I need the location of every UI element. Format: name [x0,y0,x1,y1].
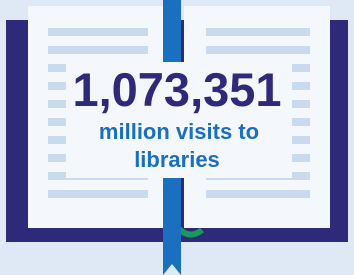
stat-label: million visits to [99,119,259,144]
stat-value: 1,073,351 [72,63,281,116]
infographic: 1,073,351 million visits to libraries [0,0,354,275]
stat-label: libraries [134,147,220,172]
page: 1,073,351 million visits to libraries ((… [0,0,354,275]
